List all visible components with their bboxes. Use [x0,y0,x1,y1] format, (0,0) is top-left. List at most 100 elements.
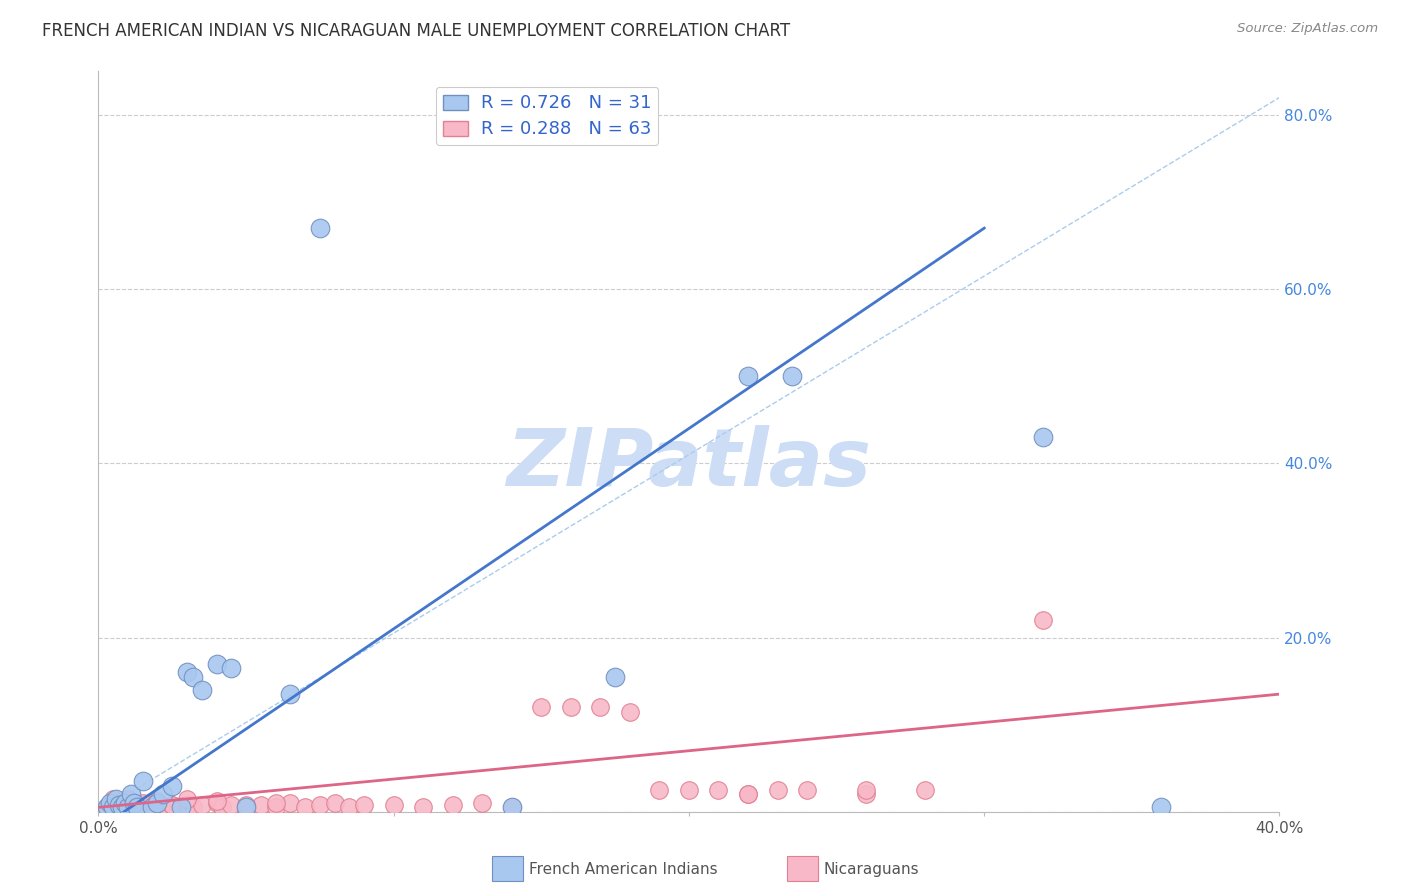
Point [181,800,204,814]
Point [108,800,131,814]
Point [530,700,553,714]
Point [176,665,198,680]
Point [737,369,759,384]
Point [1150,800,1173,814]
Point [235,800,257,814]
Point [120,787,142,801]
Point [589,700,612,714]
Point [191,682,214,697]
Point [264,796,287,810]
Point [141,800,163,814]
Point [170,800,193,814]
Point [914,783,936,797]
Point [111,797,134,812]
Point [108,797,131,812]
Point [122,796,145,810]
Point [737,787,759,801]
Point [678,783,700,797]
Point [766,783,789,797]
Point [707,783,730,797]
Point [117,797,139,812]
Point [146,796,169,810]
Point [855,787,877,801]
Point [96,800,118,814]
Point [782,369,804,384]
Point [135,800,157,814]
Point [125,800,148,814]
Point [219,797,242,812]
Point [309,797,332,812]
Point [1032,613,1054,627]
Point [132,797,155,812]
Point [146,794,169,808]
Text: Source: ZipAtlas.com: Source: ZipAtlas.com [1237,22,1378,36]
Point [181,670,204,684]
Point [648,783,671,797]
Point [219,661,242,675]
Point [176,797,198,812]
Point [353,797,375,812]
Text: ZIPatlas: ZIPatlas [506,425,872,503]
Point [162,779,183,793]
Point [441,797,464,812]
Point [796,783,818,797]
Point [250,797,273,812]
Point [114,796,136,810]
Point [278,687,302,701]
Point [141,800,163,814]
Point [111,800,134,814]
Point [294,800,316,814]
Text: Nicaraguans: Nicaraguans [824,863,920,877]
Point [96,800,118,814]
Point [152,787,174,801]
Point [162,797,183,812]
Point [125,800,148,814]
Point [605,670,627,684]
Point [122,796,145,810]
Point [146,796,169,810]
Point [501,800,523,814]
Point [737,787,759,801]
Point [162,797,183,812]
Point [114,800,136,814]
Point [132,774,155,789]
Text: FRENCH AMERICAN INDIAN VS NICARAGUAN MALE UNEMPLOYMENT CORRELATION CHART: FRENCH AMERICAN INDIAN VS NICARAGUAN MAL… [42,22,790,40]
Point [412,800,434,814]
Point [309,221,332,235]
Point [382,797,405,812]
Point [117,800,139,814]
Point [501,800,523,814]
Point [855,783,877,797]
Point [211,800,233,814]
Point [120,800,142,814]
Point [471,796,494,810]
Point [339,800,360,814]
Point [132,796,155,810]
Point [323,796,346,810]
Point [103,800,125,814]
Text: French American Indians: French American Indians [529,863,717,877]
Point [235,797,257,812]
Point [205,657,228,671]
Point [191,797,214,812]
Point [103,791,125,805]
Point [152,800,174,814]
Point [103,800,125,814]
Legend: R = 0.726   N = 31, R = 0.288   N = 63: R = 0.726 N = 31, R = 0.288 N = 63 [436,87,658,145]
Point [117,791,139,805]
Point [560,700,582,714]
Point [205,794,228,808]
Point [264,800,287,814]
Point [205,796,228,810]
Point [98,797,121,812]
Point [167,800,190,814]
Point [98,796,121,810]
Point [176,791,198,805]
Point [111,794,134,808]
Point [1032,430,1054,444]
Point [235,800,257,814]
Point [619,705,641,719]
Point [278,796,302,810]
Point [105,791,128,805]
Point [105,796,128,810]
